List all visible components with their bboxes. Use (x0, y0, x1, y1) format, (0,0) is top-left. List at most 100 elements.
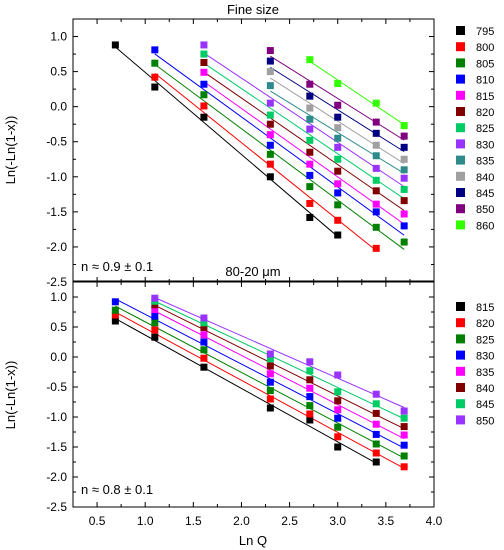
data-point-815 (200, 363, 208, 371)
fit-line-800 (154, 72, 377, 252)
data-point-860 (306, 56, 314, 64)
data-point-845 (334, 388, 342, 396)
data-point-840 (400, 423, 408, 431)
fit-line-860 (309, 60, 405, 126)
data-point-825 (400, 185, 408, 193)
data-point-830 (372, 430, 380, 438)
data-point-845 (266, 355, 274, 363)
legend-marker-815 (456, 302, 465, 311)
data-point-825 (372, 440, 380, 448)
y-tick-label: -2.5 (46, 275, 67, 289)
data-point-825 (200, 50, 208, 58)
fit-line-815 (115, 318, 377, 464)
data-point-835 (334, 134, 342, 142)
legend-marker-850 (456, 415, 465, 425)
x-tick-label: 0.5 (89, 514, 106, 528)
plot-frame (72, 280, 435, 508)
data-point-825 (111, 306, 119, 314)
legend-label-845: 845 (476, 188, 494, 200)
legend-label-850: 850 (476, 415, 494, 427)
data-point-830 (266, 378, 274, 386)
legend-label-810: 810 (476, 75, 494, 87)
data-point-805 (306, 183, 314, 191)
data-point-850 (306, 358, 314, 366)
marker-group (111, 294, 408, 471)
data-point-835 (372, 152, 380, 160)
annotation-text: n ≈ 0.9 ± 0.1 (81, 259, 153, 274)
legend-label-835: 835 (476, 156, 494, 168)
legend-marker-840 (456, 383, 465, 392)
legend-marker-835 (456, 366, 465, 376)
data-point-820 (400, 197, 408, 205)
legend-marker-800 (456, 42, 465, 52)
y-tick-label: -1.0 (46, 410, 67, 424)
data-point-815 (306, 416, 314, 424)
data-point-820 (266, 120, 274, 128)
y-tick-label: -1.5 (46, 440, 67, 454)
data-point-820 (200, 58, 208, 66)
panel-title: 80-20 μm (225, 264, 280, 279)
data-point-825 (306, 136, 314, 144)
data-point-850 (372, 118, 380, 126)
y-tick-label: 1.0 (50, 290, 67, 304)
data-point-825 (372, 176, 380, 184)
fit-line-820 (203, 71, 405, 211)
data-point-860 (400, 122, 408, 130)
legend-label-825: 825 (476, 334, 494, 346)
data-point-795 (266, 173, 274, 181)
fit-line-group (115, 297, 405, 469)
data-point-820 (266, 395, 274, 403)
data-point-800 (306, 199, 314, 207)
data-point-795 (151, 83, 159, 91)
data-point-830 (306, 393, 314, 401)
legend-label-795: 795 (476, 26, 494, 38)
data-point-860 (334, 80, 342, 88)
data-point-820 (306, 148, 314, 156)
legend-label-845: 845 (476, 399, 494, 411)
fit-line-850 (270, 55, 405, 141)
y-tick-label: 0.5 (50, 320, 67, 334)
data-point-840 (200, 324, 208, 332)
data-point-845 (306, 92, 314, 100)
x-tick-label: 2.0 (233, 514, 250, 528)
tick-group: 1.0 0.5 0.0 -0.5 -1.0 -1.5 -2.0 -2.5 (46, 18, 435, 289)
data-point-815 (200, 68, 208, 76)
data-point-835 (151, 306, 159, 314)
fit-line-840 (270, 77, 405, 164)
y-tick-label: 0.0 (50, 100, 67, 114)
y-tick-label: 0.5 (50, 65, 67, 79)
data-point-845 (400, 143, 408, 151)
legend: 815 820 825 830 835 840 845 850 (456, 302, 494, 427)
data-point-820 (334, 167, 342, 175)
plot-frame (72, 18, 435, 283)
data-point-845 (306, 367, 314, 375)
data-point-830 (334, 414, 342, 422)
legend-label-835: 835 (476, 367, 494, 379)
x-tick-label: 3.5 (378, 514, 395, 528)
legend-marker-830 (456, 350, 465, 360)
y-axis-title: Ln(-Ln(1-x)) (3, 361, 18, 430)
x-axis-title: Ln Q (239, 533, 267, 548)
legend-marker-805 (456, 58, 465, 68)
data-point-815 (151, 333, 159, 341)
legend-label-840: 840 (476, 383, 494, 395)
data-point-830 (306, 125, 314, 133)
data-point-815 (306, 160, 314, 168)
data-point-820 (372, 187, 380, 195)
data-point-835 (306, 115, 314, 123)
marker-group (111, 41, 408, 252)
data-point-835 (400, 166, 408, 174)
data-point-840 (306, 376, 314, 384)
data-point-815 (372, 458, 380, 466)
legend-marker-830 (456, 139, 465, 149)
data-point-850 (400, 407, 408, 415)
fit-line-820 (115, 311, 405, 469)
fit-line-830 (203, 52, 405, 188)
y-tick-label: -1.0 (46, 170, 67, 184)
legend-label-830: 830 (476, 351, 494, 363)
data-point-825 (400, 452, 408, 460)
data-point-815 (400, 210, 408, 218)
data-point-830 (111, 298, 119, 306)
legend-marker-810 (456, 74, 465, 84)
